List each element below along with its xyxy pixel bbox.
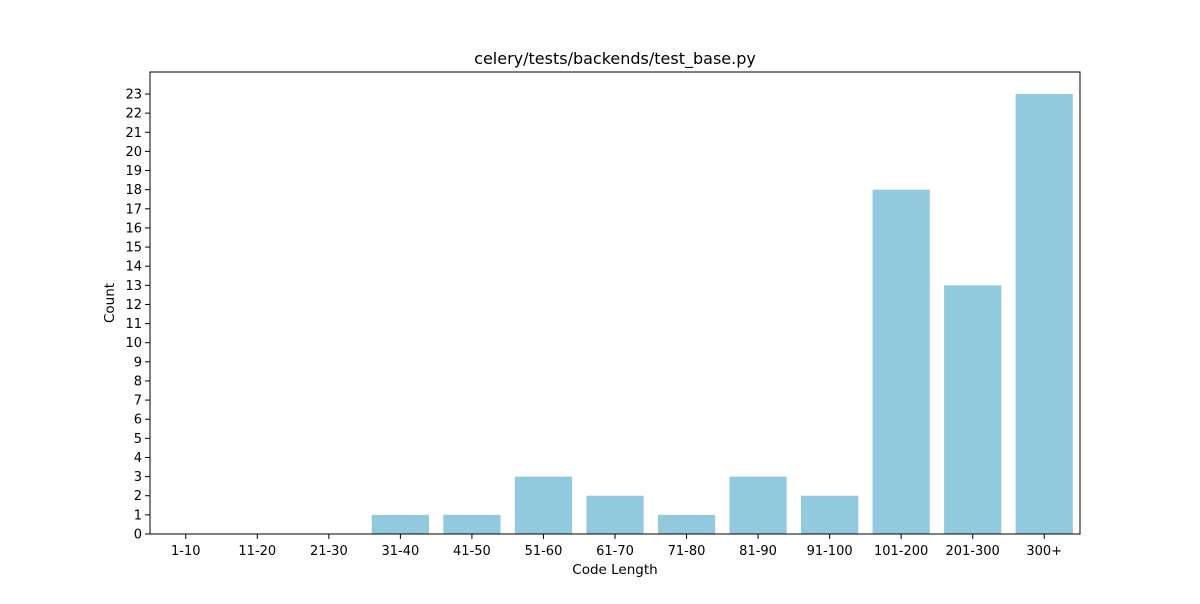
y-tick-label: 6 bbox=[134, 413, 142, 428]
bar-51-60 bbox=[514, 476, 573, 534]
x-tick-label: 21-30 bbox=[310, 544, 348, 559]
y-tick-label: 21 bbox=[125, 126, 142, 141]
y-tick-label: 2 bbox=[134, 489, 142, 504]
x-tick-label: 61-70 bbox=[596, 544, 634, 559]
y-tick-label: 4 bbox=[134, 451, 142, 466]
y-tick-label: 8 bbox=[134, 374, 142, 389]
y-tick-label: 13 bbox=[125, 279, 142, 294]
x-tick-label: 201-300 bbox=[946, 544, 1000, 559]
y-tick-label: 7 bbox=[134, 394, 142, 409]
y-tick-label: 18 bbox=[125, 183, 142, 198]
y-tick-label: 12 bbox=[125, 298, 142, 313]
bar-201-300 bbox=[944, 285, 1002, 534]
x-tick-label: 51-60 bbox=[525, 544, 563, 559]
y-axis-label: Count bbox=[102, 283, 118, 323]
bar-61-70 bbox=[586, 495, 644, 534]
bar-81-90 bbox=[729, 476, 787, 534]
x-tick-label: 91-100 bbox=[807, 544, 853, 559]
bar-91-100 bbox=[801, 495, 859, 534]
bar-101-200 bbox=[872, 189, 930, 535]
x-tick-label: 81-90 bbox=[739, 544, 777, 559]
bar-71-80 bbox=[657, 514, 716, 534]
y-tick-label: 11 bbox=[125, 317, 142, 332]
bar-31-40 bbox=[371, 514, 429, 534]
chart-title: celery/tests/backends/test_base.py bbox=[474, 49, 756, 69]
y-tick-label: 22 bbox=[125, 107, 142, 122]
y-tick-label: 17 bbox=[125, 202, 142, 217]
y-tick-label: 9 bbox=[134, 355, 142, 370]
y-tick-label: 5 bbox=[134, 432, 142, 447]
x-axis-label: Code Length bbox=[572, 562, 657, 578]
x-tick-label: 11-20 bbox=[238, 544, 276, 559]
x-axis-ticks: 1-10 11-20 21-30 31-40 41-50 51-60 61-70 71-80 8… bbox=[171, 534, 1062, 559]
x-tick-label: 300+ bbox=[1026, 544, 1062, 559]
x-tick-label: 31-40 bbox=[381, 544, 419, 559]
y-tick-label: 15 bbox=[125, 241, 142, 256]
y-tick-label: 16 bbox=[125, 221, 142, 236]
bar-300+ bbox=[1015, 94, 1073, 534]
y-tick-label: 10 bbox=[125, 336, 142, 351]
bars-layer bbox=[371, 94, 1073, 535]
y-tick-label: 23 bbox=[125, 88, 142, 103]
bar-41-50 bbox=[443, 514, 501, 534]
y-tick-label: 19 bbox=[125, 164, 142, 179]
x-tick-label: 101-200 bbox=[874, 544, 928, 559]
plot-frame bbox=[149, 71, 1081, 535]
y-tick-label: 14 bbox=[125, 260, 142, 275]
y-tick-label: 1 bbox=[134, 508, 142, 523]
y-tick-label: 20 bbox=[125, 145, 142, 160]
x-tick-label: 1-10 bbox=[171, 544, 201, 559]
x-tick-label: 71-80 bbox=[668, 544, 706, 559]
x-tick-label: 41-50 bbox=[453, 544, 491, 559]
y-tick-label: 3 bbox=[134, 470, 142, 485]
y-tick-label: 0 bbox=[134, 528, 142, 543]
